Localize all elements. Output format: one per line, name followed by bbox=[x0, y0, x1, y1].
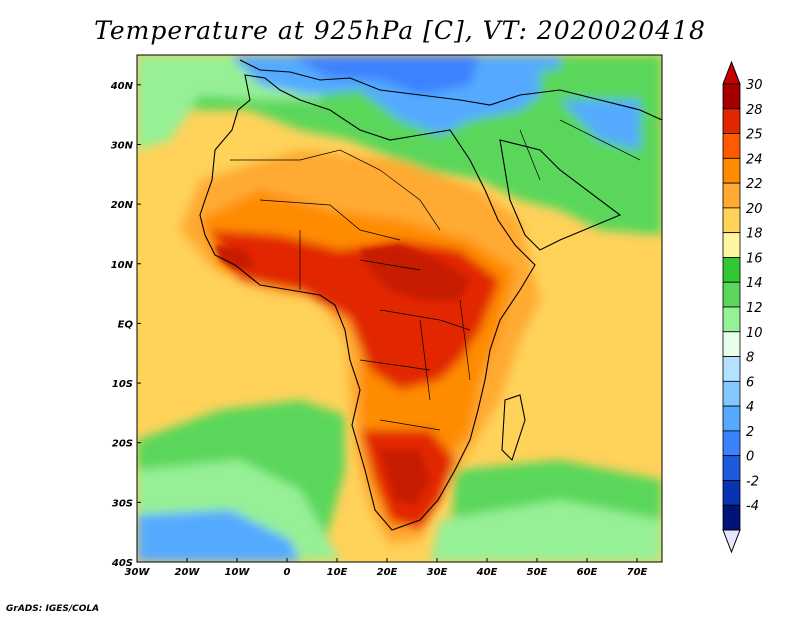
colorbar-swatch bbox=[722, 356, 741, 382]
lon-tick-label: 0 bbox=[284, 567, 291, 578]
colorbar-swatch bbox=[722, 331, 741, 357]
west-africa-hot-core bbox=[215, 245, 255, 270]
colorbar-label: -2 bbox=[746, 474, 759, 489]
central-africa-hot-core bbox=[360, 245, 470, 300]
lon-tick-label: 30E bbox=[427, 567, 448, 578]
colorbar-label: 22 bbox=[746, 177, 763, 192]
lat-tick-label: 30N bbox=[111, 140, 134, 151]
colorbar-swatch bbox=[722, 182, 741, 209]
colorbar-swatch bbox=[722, 380, 741, 407]
colorbar-swatch bbox=[722, 108, 741, 134]
colorbar-swatch bbox=[722, 405, 741, 432]
lon-tick-label: 10E bbox=[327, 567, 348, 578]
colorbar-swatch bbox=[722, 455, 741, 481]
colorbar-bottom-arrow bbox=[722, 529, 741, 554]
lon-tick-label: 20W bbox=[175, 567, 201, 578]
europe-very-cold bbox=[290, 55, 480, 95]
colorbar-swatch bbox=[722, 281, 741, 308]
colorbar-swatch bbox=[722, 306, 741, 333]
lat-tick-label: 20N bbox=[111, 200, 134, 211]
colorbar-swatch bbox=[722, 257, 741, 283]
indian-ocean-cool bbox=[430, 500, 662, 562]
map-frame bbox=[136, 54, 663, 563]
south-atlantic-cold bbox=[137, 510, 300, 562]
colorbar-label: 18 bbox=[746, 227, 763, 242]
colorbar-label: 20 bbox=[746, 202, 763, 217]
latitude-axis: 40N 30N 20N 10N EQ 10S 20S 30S 40S bbox=[110, 81, 141, 569]
lat-tick-label: EQ bbox=[118, 319, 134, 330]
colorbar-swatch bbox=[722, 133, 741, 159]
country-borders bbox=[230, 119, 641, 431]
europe-cold bbox=[230, 55, 560, 135]
lon-tick-label: 70E bbox=[627, 567, 648, 578]
kalahari-hot-core bbox=[380, 450, 430, 505]
lat-tick-label: 10N bbox=[111, 260, 134, 271]
lon-tick-label: 10W bbox=[225, 567, 251, 578]
colorbar-swatch bbox=[722, 430, 741, 457]
europe-coastline bbox=[239, 59, 662, 121]
lat-tick-label: 30S bbox=[112, 498, 133, 509]
colorbar-swatch bbox=[722, 504, 741, 531]
colorbar-swatch bbox=[722, 207, 741, 234]
footer-credit: GrADS: IGES/COLA bbox=[6, 604, 100, 614]
colorbar-label: 4 bbox=[746, 400, 754, 415]
colorbar-label: 16 bbox=[746, 251, 763, 266]
arabia-coastline bbox=[499, 139, 622, 251]
map-title: Temperature at 925hPa [C], VT: 202002041… bbox=[94, 16, 706, 45]
lat-tick-label: 40N bbox=[110, 81, 134, 92]
colorbar-label: 0 bbox=[746, 450, 754, 465]
longitude-axis: 30W 20W 10W 0 10E 20E 30E 40E 50E 60E 70E bbox=[125, 558, 648, 578]
colorbar-label: 30 bbox=[746, 78, 763, 93]
madagascar-coastline bbox=[501, 394, 526, 462]
colorbar-swatch bbox=[722, 157, 741, 184]
coastlines bbox=[199, 59, 662, 531]
iran-cold bbox=[560, 100, 640, 150]
colorbar-label: 6 bbox=[746, 375, 754, 390]
colorbar-label: 14 bbox=[746, 276, 763, 291]
lon-tick-label: 60E bbox=[577, 567, 598, 578]
colorbar-label: -4 bbox=[746, 499, 759, 514]
colorbar-label: 24 bbox=[746, 152, 763, 167]
lon-tick-label: 50E bbox=[527, 567, 548, 578]
colorbar-label: 10 bbox=[746, 326, 763, 341]
temperature-field bbox=[137, 55, 662, 562]
lon-tick-label: 40E bbox=[476, 567, 498, 578]
colorbar-top-arrow bbox=[722, 60, 741, 85]
colorbar-label: 28 bbox=[746, 103, 763, 118]
colorbar-label: 8 bbox=[746, 351, 754, 366]
colorbar-label: 2 bbox=[746, 425, 754, 440]
africa-coastline bbox=[199, 74, 536, 531]
lat-tick-label: 20S bbox=[112, 439, 133, 450]
colorbar-label: 12 bbox=[746, 301, 763, 316]
lon-tick-label: 20E bbox=[377, 567, 398, 578]
colorbar-swatch bbox=[722, 480, 741, 506]
lat-tick-label: 10S bbox=[112, 379, 133, 390]
colorbar-swatch bbox=[722, 232, 741, 258]
lon-tick-label: 30W bbox=[125, 567, 151, 578]
lat-tick-label: 40S bbox=[111, 558, 133, 569]
colorbar-swatch bbox=[722, 83, 741, 110]
colorbar-label: 25 bbox=[746, 128, 763, 143]
